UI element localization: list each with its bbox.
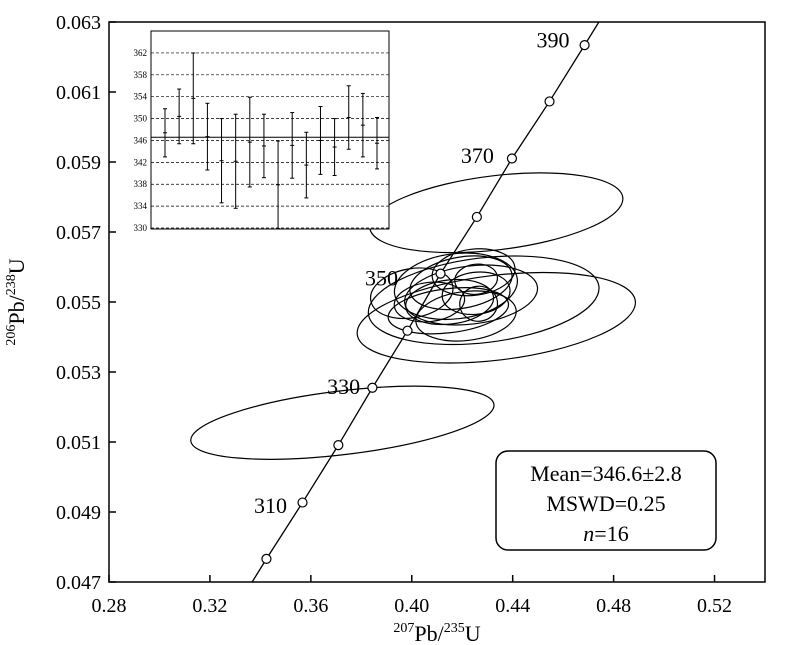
- inset-error-bar: [163, 108, 167, 158]
- inset-gridlines: 330 334 338 342 346 350 354 358 362: [134, 48, 389, 233]
- y-axis-title: 206Pb/238U: [4, 258, 29, 345]
- age-label: 330: [327, 374, 360, 399]
- inset-error-bar: [375, 116, 379, 170]
- y-tick-label: 0.049: [56, 502, 101, 524]
- inset-tick-label: 330: [134, 223, 148, 233]
- y-tick-label: 0.057: [56, 222, 101, 244]
- error-ellipses: [190, 172, 637, 460]
- inset-error-bar: [205, 102, 210, 171]
- inset-error-bar: [332, 118, 337, 176]
- concordia-age-marker: [435, 268, 446, 279]
- concordia-age-marker: [297, 497, 308, 508]
- inset-error-bar: [318, 106, 323, 175]
- stats-mswd: MSWD=0.25: [546, 491, 665, 516]
- y-tick-label: 0.047: [56, 572, 101, 594]
- x-axis-title-mid: Pb/: [414, 621, 444, 645]
- inset-frame: [150, 30, 390, 230]
- y-tick-label: 0.053: [56, 362, 101, 384]
- x-axis-title-post: U: [465, 621, 481, 645]
- age-label: 350: [365, 266, 398, 291]
- inset-tick-label: 342: [134, 157, 148, 167]
- inset-error-bar: [304, 131, 309, 199]
- error-ellipse: [190, 385, 495, 460]
- stats-n-value: =16: [594, 521, 628, 546]
- age-labels: 310 330 350 370 390: [254, 28, 570, 519]
- inset-error-bar: [191, 52, 196, 145]
- error-ellipse: [409, 255, 513, 311]
- stats-n: n=16: [583, 521, 628, 546]
- inset-tick-label: 350: [134, 114, 148, 124]
- x-axis-title-sup: 235: [444, 621, 465, 636]
- y-tick-label: 0.051: [56, 432, 101, 454]
- x-axis-title-pre: 207: [393, 621, 414, 636]
- age-label: 310: [254, 493, 287, 518]
- stats-box: Mean=346.6±2.8 MSWD=0.25 n=16: [495, 450, 717, 551]
- age-label: 370: [461, 143, 494, 168]
- error-ellipse: [356, 271, 637, 364]
- error-ellipse: [403, 264, 539, 326]
- y-tick-label: 0.059: [56, 152, 101, 174]
- error-ellipse: [369, 172, 624, 254]
- error-ellipse: [405, 278, 495, 326]
- concordia-age-marker: [261, 553, 272, 565]
- x-tick-label: 0.32: [192, 595, 227, 617]
- y-axis-title-pre: 206: [4, 325, 19, 346]
- concordia-age-marker: [544, 96, 555, 107]
- y-tick-label: 0.063: [56, 12, 101, 34]
- concordia-age-marker: [506, 153, 518, 164]
- y-axis-title-post: U: [4, 258, 29, 274]
- inset-tick-label: 354: [134, 92, 148, 102]
- concordia-curve-group: [251, 22, 600, 582]
- stats-n-symbol: n: [583, 521, 594, 546]
- error-ellipse: [441, 271, 511, 316]
- y-axis-title-sup: 238: [4, 274, 19, 295]
- x-tick-label: 0.36: [293, 595, 328, 617]
- x-tick-label: 0.44: [495, 595, 530, 617]
- inset-error-bar: [177, 88, 182, 145]
- inset-tick-label: 334: [134, 201, 148, 211]
- age-label: 390: [537, 28, 570, 53]
- y-tick-label: 0.055: [56, 292, 101, 314]
- x-tick-label: 0.48: [596, 595, 631, 617]
- stats-mean: Mean=346.6±2.8: [530, 461, 682, 486]
- y-tick-label: 0.061: [56, 82, 101, 104]
- inset-error-bar: [247, 96, 252, 188]
- concordia-age-marker: [333, 440, 344, 451]
- inset-tick-label: 358: [134, 70, 148, 80]
- error-ellipse: [454, 263, 499, 296]
- inset-chart: 330 334 338 342 346 350 354 358 362: [134, 30, 390, 233]
- error-ellipse: [387, 287, 510, 335]
- inset-error-bar: [219, 118, 224, 204]
- x-tick-label: 0.40: [394, 595, 429, 617]
- x-axis-title: 207Pb/235U: [393, 621, 480, 645]
- concordia-curve: [251, 22, 600, 582]
- x-axis: 0.28 0.32 0.36 0.40 0.44 0.48 0.52: [92, 575, 732, 617]
- error-ellipse: [367, 255, 600, 346]
- error-ellipse: [459, 285, 499, 322]
- inset-error-bar: [261, 113, 266, 179]
- stats-box-frame: [495, 450, 717, 551]
- x-tick-label: 0.28: [92, 595, 127, 617]
- inset-error-bar: [346, 85, 351, 150]
- inset-error-bar: [360, 92, 365, 158]
- inset-tick-label: 362: [134, 48, 148, 58]
- y-axis: 0.047 0.049 0.051 0.053 0.055 0.057 0.059 0.061…: [56, 12, 116, 594]
- inset-tick-label: 338: [134, 179, 148, 189]
- concordia-age-marker: [471, 211, 482, 223]
- error-ellipse: [431, 248, 516, 297]
- inset-error-bars: [163, 52, 379, 230]
- inset-error-bar: [290, 112, 295, 179]
- concordia-age-marker: [579, 39, 590, 51]
- concordia-age-marker: [402, 325, 413, 336]
- inset-tick-label: 346: [134, 135, 148, 145]
- inset-error-bar: [233, 113, 238, 209]
- concordia-age-marker: [367, 382, 378, 393]
- x-tick-label: 0.52: [697, 595, 732, 617]
- inset-error-bar: [276, 140, 281, 230]
- y-axis-title-mid: Pb/: [4, 294, 29, 324]
